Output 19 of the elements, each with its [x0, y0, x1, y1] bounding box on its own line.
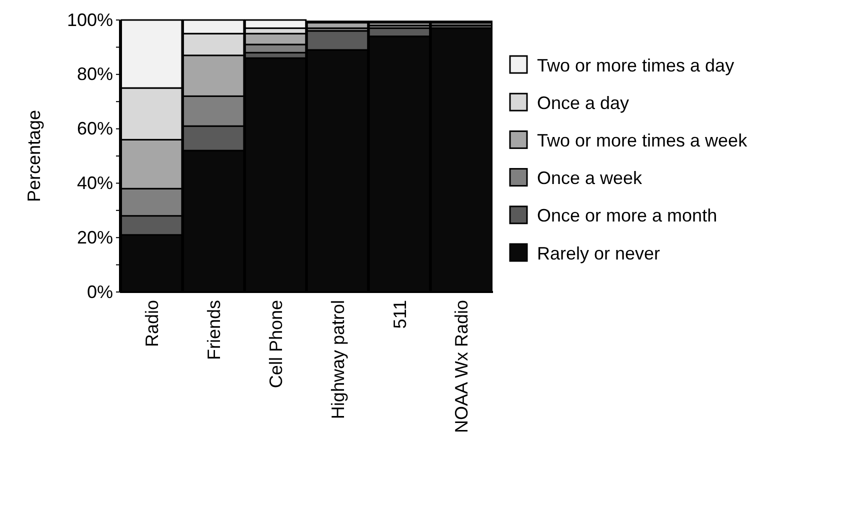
- x-tick-label: NOAA Wx Radio: [452, 300, 472, 434]
- legend-label: Two or more times a day: [537, 55, 734, 76]
- x-tick-label: Cell Phone: [266, 300, 286, 388]
- y-tick-label: 80%: [76, 64, 113, 84]
- legend-label: Once a day: [537, 92, 630, 113]
- legend-label: Once a week: [537, 168, 644, 188]
- y-axis-title: Percentage: [24, 110, 44, 202]
- y-tick-label: 40%: [76, 172, 113, 193]
- x-tick-label: Highway patrol: [328, 300, 348, 420]
- legend-label: Once or more a month: [537, 206, 718, 226]
- x-tick-label: Friends: [204, 300, 224, 360]
- legend-label: Two or more times a week: [537, 130, 748, 150]
- x-tick-label: 511: [390, 300, 410, 329]
- y-tick-label: 0%: [86, 282, 113, 302]
- y-tick-label: 60%: [76, 118, 113, 139]
- y-tick-label: 20%: [76, 227, 113, 248]
- x-tick-label: Radio: [142, 300, 162, 348]
- legend-label: Rarely or never: [537, 243, 660, 264]
- y-tick-label: 100%: [66, 10, 113, 30]
